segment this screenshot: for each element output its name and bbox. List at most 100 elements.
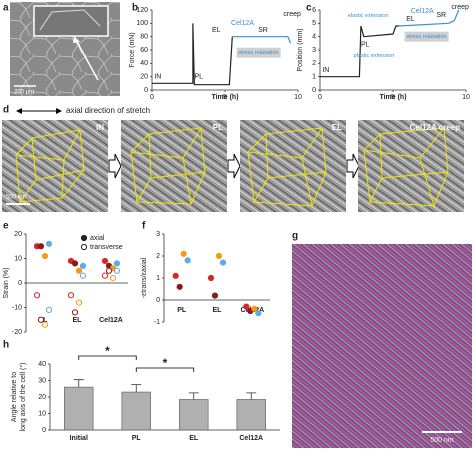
arrow: [75, 39, 99, 81]
x-tick-label: 5: [391, 94, 395, 101]
y-tick-label: 100: [136, 20, 148, 27]
annotation: IN: [322, 67, 329, 74]
x-axis-label: Time (h): [379, 94, 406, 101]
y-axis-label: Strain (%): [3, 267, 10, 298]
annotation: PL: [361, 42, 370, 49]
y-tick-label: 0: [312, 87, 316, 94]
y-tick-label: 80: [140, 34, 148, 41]
x-tick-label: EL: [213, 307, 223, 314]
y-tick-label: 1: [312, 74, 316, 81]
line: [232, 36, 292, 44]
significance-bracket: [135, 367, 195, 372]
bar: [179, 399, 209, 431]
point: [255, 310, 262, 317]
point: [207, 274, 215, 282]
point: [105, 267, 113, 274]
legend-label: transverse: [90, 244, 123, 251]
cube-outline: [363, 127, 449, 207]
point: [113, 260, 121, 267]
point: [101, 257, 109, 265]
point: [37, 316, 45, 323]
x-tick-label: 10: [462, 94, 470, 101]
y-tick-label: 10: [38, 410, 46, 417]
annotation-box: [404, 31, 449, 42]
inset-cell: [39, 9, 101, 31]
panel-label: c: [306, 3, 312, 14]
panel-label: a: [3, 3, 9, 14]
legend-label: axial: [90, 235, 105, 242]
x-axis-label: Time (h): [211, 94, 238, 101]
point: [184, 257, 191, 264]
line: [398, 9, 460, 27]
panel-label: b: [132, 3, 138, 14]
direction-label: axial direction of stretch: [66, 106, 150, 115]
significance-label: *: [105, 344, 110, 358]
bar: [121, 391, 151, 431]
point: [211, 292, 219, 299]
point: [45, 240, 53, 247]
y-axis-label: Angle relative to: [11, 372, 18, 422]
y-axis-label: -εtrans/εaxial: [141, 257, 148, 298]
point: [180, 250, 187, 257]
arrow-head: [73, 36, 80, 43]
error-bar: [246, 392, 257, 400]
y-tick-label: 20: [14, 231, 22, 238]
point: [41, 321, 49, 328]
annotation: PL: [194, 74, 203, 81]
point: [113, 267, 121, 274]
x-tick-label: 10: [294, 94, 302, 101]
y-tick-label: -20: [12, 329, 22, 336]
y-tick-label: 40: [38, 361, 46, 368]
panel-a: a 200 μm: [3, 2, 120, 96]
frame-label: IN: [96, 123, 104, 132]
annotation: creep: [283, 11, 301, 18]
point: [71, 260, 79, 267]
point: [251, 305, 258, 312]
significance-bracket: [78, 355, 137, 360]
arrow-head: [16, 108, 22, 114]
cube-outline: [247, 127, 327, 207]
line: [152, 23, 233, 86]
legend-marker: [80, 243, 88, 251]
point: [109, 275, 117, 282]
line: [320, 25, 399, 78]
annotation: EL: [406, 16, 415, 23]
y-tick-label: 40: [140, 60, 148, 67]
annotation: stress relaxation: [407, 34, 447, 40]
point: [219, 259, 227, 266]
y-tick-label: 3: [312, 47, 316, 54]
x-tick-label: PL: [132, 435, 142, 442]
scale-label: 200 μm: [14, 90, 34, 96]
cube-outline: [15, 129, 86, 204]
point: [243, 303, 250, 310]
x-tick-label: 5: [223, 94, 227, 101]
point: [79, 262, 87, 269]
error-bar: [131, 384, 142, 393]
y-tick-label: 20: [38, 394, 46, 401]
annotation: SR: [258, 27, 268, 34]
y-tick-label: 60: [140, 47, 148, 54]
point: [33, 292, 41, 299]
x-tick-label: 0: [318, 94, 322, 101]
annotation: elastic extension: [348, 13, 389, 19]
x-tick-label: Cel12A: [99, 317, 123, 324]
bar: [236, 399, 266, 431]
point: [71, 309, 79, 316]
micrograph: [121, 120, 227, 212]
point: [41, 252, 49, 260]
frame-label: Cel12A creep: [410, 123, 461, 132]
y-tick-label: 0: [18, 280, 22, 287]
annotation: plastic extension: [354, 53, 395, 59]
error-bar: [73, 379, 84, 388]
micrograph: [292, 244, 472, 448]
y-tick-label: 120: [136, 7, 148, 14]
y-tick-label: 4: [312, 34, 316, 41]
point: [45, 306, 53, 314]
frame-label: EL: [332, 123, 342, 132]
y-axis-label: Position (mm): [297, 28, 304, 71]
significance-label: *: [163, 356, 168, 370]
step-arrow: [346, 153, 360, 179]
error-bar: [188, 392, 199, 400]
panel-label: h: [3, 340, 9, 351]
